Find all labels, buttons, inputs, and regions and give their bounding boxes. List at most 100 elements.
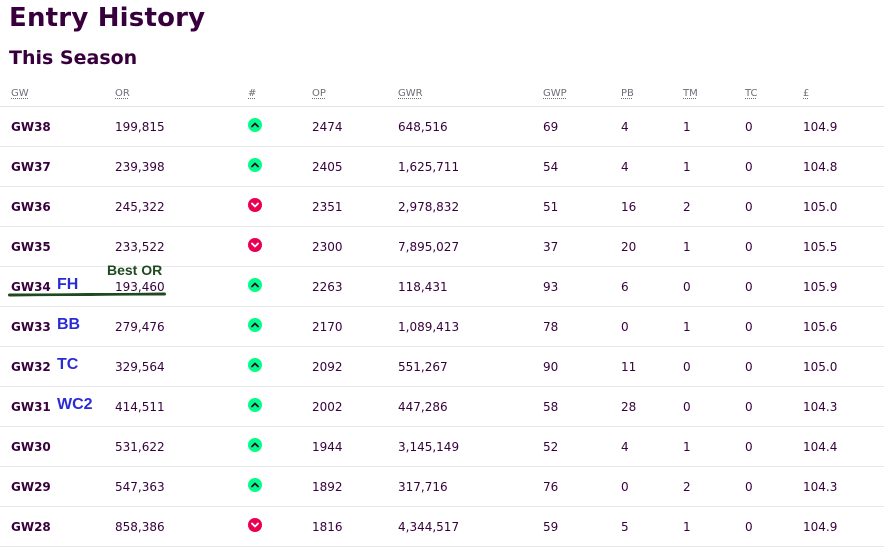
rank-up-icon (248, 157, 262, 172)
overall-rank-cell: 199,815 (115, 119, 165, 134)
transfer-cost-cell: 0 (745, 519, 753, 534)
movement-cell (248, 307, 262, 346)
overall-points-cell: 2300 (312, 239, 343, 254)
overall-points-cell: 1892 (312, 479, 343, 494)
gameweek-rank-cell: 551,267 (398, 359, 448, 374)
movement-cell (248, 387, 262, 426)
gameweek-points-cell: 51 (543, 199, 559, 214)
gameweek-points-cell: 52 (543, 439, 559, 454)
overall-points-cell: 2092 (312, 359, 343, 374)
transfers-made-cell: 0 (683, 359, 691, 374)
gameweek-rank-cell: 118,431 (398, 279, 448, 294)
table-row: GW35 233,522 2300 7,895,027 37 20 1 0 105.5 (0, 227, 884, 267)
section-title: This Season (9, 47, 138, 69)
gameweek-points-cell: 37 (543, 239, 559, 254)
movement-cell (248, 347, 262, 386)
column-header-value[interactable]: £ (803, 88, 810, 99)
points-on-bench-cell: 0 (621, 319, 629, 334)
transfers-made-cell: 0 (683, 279, 691, 294)
gameweek-rank-cell: 3,145,149 (398, 439, 460, 454)
rank-up-icon (248, 317, 262, 332)
team-value-cell: 105.0 (803, 359, 838, 374)
gameweek-cell[interactable]: GW36 (11, 199, 51, 214)
column-header-pb[interactable]: PB (621, 88, 634, 99)
column-header-gwp[interactable]: GWP (543, 88, 567, 99)
gameweek-points-cell: 69 (543, 119, 559, 134)
points-on-bench-cell: 16 (621, 199, 637, 214)
overall-points-cell: 2170 (312, 319, 343, 334)
gameweek-cell[interactable]: GW33 (11, 319, 51, 334)
team-value-cell: 104.4 (803, 439, 838, 454)
table-row: GW30 531,622 1944 3,145,149 52 4 1 0 104.4 (0, 427, 884, 467)
overall-rank-cell: 329,564 (115, 359, 165, 374)
chip-annotation: FH (57, 275, 79, 293)
gameweek-cell[interactable]: GW37 (11, 159, 51, 174)
transfer-cost-cell: 0 (745, 479, 753, 494)
gameweek-cell[interactable]: GW38 (11, 119, 51, 134)
gameweek-rank-cell: 447,286 (398, 399, 448, 414)
table-row: GW32 329,564 2092 551,267 90 11 0 0 105.0 TC (0, 347, 884, 387)
overall-points-cell: 2405 (312, 159, 343, 174)
team-value-cell: 104.3 (803, 399, 838, 414)
gameweek-cell[interactable]: GW34 (11, 279, 51, 294)
transfers-made-cell: 1 (683, 519, 691, 534)
points-on-bench-cell: 11 (621, 359, 637, 374)
table-header: GW OR # OP GWR GWP PB TM TC £ (0, 84, 884, 107)
gameweek-cell[interactable]: GW30 (11, 439, 51, 454)
column-header-tm[interactable]: TM (683, 88, 698, 99)
overall-points-cell: 2263 (312, 279, 343, 294)
chip-annotation: WC2 (57, 395, 93, 413)
movement-cell (248, 227, 262, 266)
column-header-tc[interactable]: TC (745, 88, 758, 99)
gameweek-rank-cell: 317,716 (398, 479, 448, 494)
gameweek-cell[interactable]: GW28 (11, 519, 51, 534)
rank-up-icon (248, 357, 262, 372)
gameweek-rank-cell: 1,625,711 (398, 159, 460, 174)
points-on-bench-cell: 5 (621, 519, 629, 534)
overall-rank-cell: 239,398 (115, 159, 165, 174)
gameweek-points-cell: 54 (543, 159, 559, 174)
transfer-cost-cell: 0 (745, 119, 753, 134)
rank-up-icon (248, 277, 262, 292)
gameweek-rank-cell: 648,516 (398, 119, 448, 134)
rank-up-icon (248, 397, 262, 412)
gameweek-cell[interactable]: GW35 (11, 239, 51, 254)
transfers-made-cell: 2 (683, 199, 691, 214)
gameweek-cell[interactable]: GW31 (11, 399, 51, 414)
overall-rank-cell: 414,511 (115, 399, 165, 414)
movement-cell (248, 507, 262, 546)
movement-cell (248, 427, 262, 466)
overall-rank-cell: 858,386 (115, 519, 165, 534)
overall-points-cell: 2351 (312, 199, 343, 214)
rank-down-icon (248, 517, 262, 532)
column-header-movement[interactable]: # (248, 88, 257, 99)
team-value-cell: 104.3 (803, 479, 838, 494)
points-on-bench-cell: 4 (621, 159, 629, 174)
overall-rank-cell: 279,476 (115, 319, 165, 334)
gameweek-cell[interactable]: GW29 (11, 479, 51, 494)
column-header-gwr[interactable]: GWR (398, 88, 423, 99)
team-value-cell: 104.9 (803, 119, 838, 134)
points-on-bench-cell: 20 (621, 239, 637, 254)
transfer-cost-cell: 0 (745, 439, 753, 454)
table-row: GW33 279,476 2170 1,089,413 78 0 1 0 105.6 BB (0, 307, 884, 347)
movement-cell (248, 187, 262, 226)
overall-points-cell: 1816 (312, 519, 343, 534)
transfer-cost-cell: 0 (745, 359, 753, 374)
column-header-or[interactable]: OR (115, 88, 130, 99)
rank-up-icon (248, 477, 262, 492)
gameweek-points-cell: 93 (543, 279, 559, 294)
points-on-bench-cell: 0 (621, 479, 629, 494)
points-on-bench-cell: 4 (621, 439, 629, 454)
table-row: GW37 239,398 2405 1,625,711 54 4 1 0 104.8 (0, 147, 884, 187)
best-or-annotation: Best OR (107, 262, 163, 278)
table-row: GW31 414,511 2002 447,286 58 28 0 0 104.3 WC2 (0, 387, 884, 427)
transfer-cost-cell: 0 (745, 319, 753, 334)
overall-rank-cell: 547,363 (115, 479, 165, 494)
column-header-gw[interactable]: GW (11, 88, 29, 99)
chip-annotation: BB (57, 315, 81, 333)
gameweek-cell[interactable]: GW32 (11, 359, 51, 374)
gameweek-points-cell: 78 (543, 319, 559, 334)
overall-points-cell: 1944 (312, 439, 343, 454)
column-header-op[interactable]: OP (312, 88, 326, 99)
